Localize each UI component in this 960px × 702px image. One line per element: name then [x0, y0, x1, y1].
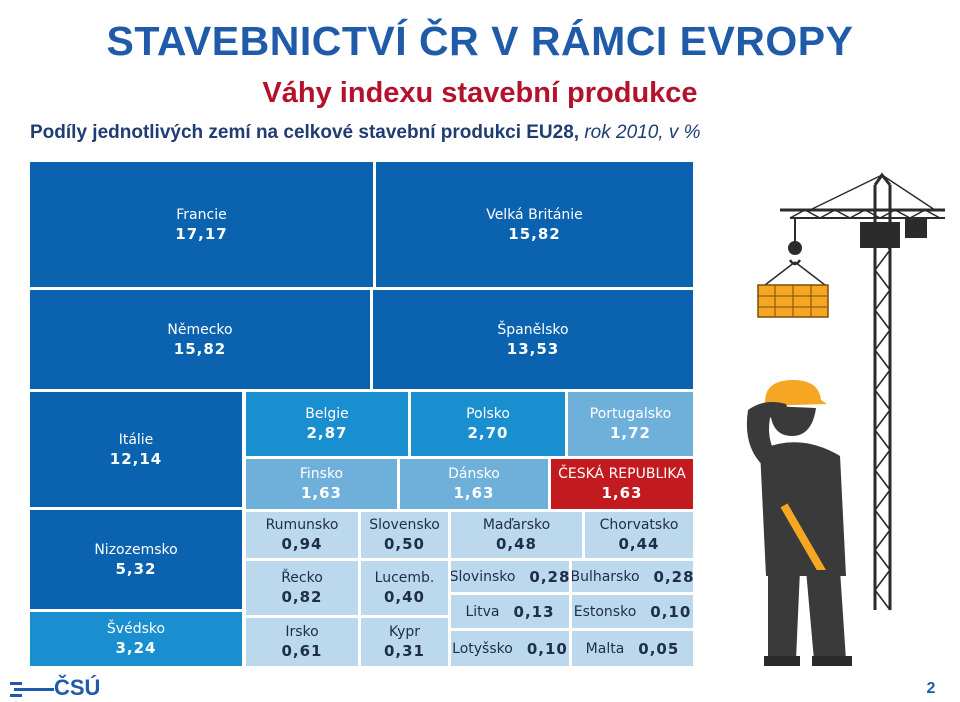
treemap-tile: Bulharsko 0,28 [572, 561, 693, 592]
tile-value: 1,63 [300, 484, 342, 502]
tile-name: Portugalsko [589, 406, 672, 422]
slide-title: STAVEBNICTVÍ ČR V RÁMCI EVROPY [106, 18, 854, 64]
tile-name: Malta [585, 640, 625, 657]
tile-name: Finsko [299, 466, 344, 482]
tile-value: 2,87 [306, 424, 348, 442]
tile-name: Litva [465, 603, 500, 620]
tile-name: Španělsko [497, 321, 569, 338]
tile-name: Slovinsko [451, 568, 516, 585]
tile-name: Kypr [388, 624, 421, 640]
treemap-tile: Kypr 0,31 [361, 618, 448, 666]
tile-name: Bulharsko [572, 568, 640, 585]
tile-name: Lucemb. [374, 570, 435, 586]
treemap-tile: Litva 0,13 [451, 595, 569, 628]
construction-worker-illustration [746, 172, 945, 666]
tile-name: Estonsko [573, 603, 637, 620]
tile-value: 17,17 [175, 224, 228, 243]
tile-value: 15,82 [508, 224, 561, 243]
treemap-tile: ČESKÁ REPUBLIKA 1,63 [551, 459, 693, 509]
tile-name: Řecko [281, 570, 323, 586]
tile-value: 3,24 [115, 639, 157, 657]
tile-name: Chorvatsko [599, 517, 679, 533]
treemap-tile: Dánsko 1,63 [400, 459, 548, 509]
tile-value: 15,82 [173, 339, 227, 358]
treemap-tile: Švédsko 3,24 [30, 612, 242, 666]
tile-value: 0,05 [638, 639, 680, 658]
tile-value: 0,44 [618, 535, 660, 553]
tile-value: 12,14 [109, 449, 163, 468]
tile-value: 2,70 [467, 424, 509, 442]
tile-name: Velká Británie [486, 206, 583, 223]
treemap-tile: Finsko 1,63 [246, 459, 397, 509]
tile-value: 0,10 [526, 639, 568, 658]
tile-name: Francie [176, 206, 227, 223]
tile-name: Maďarsko [482, 517, 551, 533]
tile-value: 0,10 [650, 602, 692, 621]
tile-value: 0,28 [653, 567, 693, 586]
caption-lead: Podíly jednotlivých zemí na celkové stav… [30, 122, 580, 143]
treemap-tile: Německo 15,82 [30, 290, 370, 389]
treemap-tile: Itálie 12,14 [30, 392, 242, 507]
tile-name: Irsko [285, 624, 319, 640]
csu-logo-text: ČSÚ [54, 675, 101, 700]
tile-name: Polsko [466, 406, 510, 422]
tile-name: Rumunsko [265, 517, 339, 533]
treemap-tile: Chorvatsko 0,44 [585, 512, 693, 558]
tile-name: Nizozemsko [94, 541, 178, 558]
treemap-tile: Polsko 2,70 [411, 392, 565, 456]
tile-value: 0,94 [281, 535, 323, 553]
tile-name: Belgie [305, 406, 349, 422]
tile-value: 13,53 [506, 339, 560, 358]
page-number: 2 [926, 680, 936, 697]
treemap-tile: Nizozemsko 5,32 [30, 510, 242, 609]
treemap-tile: Slovensko 0,50 [361, 512, 448, 558]
treemap-tile: Lotyšsko 0,10 [451, 631, 569, 666]
treemap-tile: Estonsko 0,10 [572, 595, 693, 628]
treemap-tile: Malta 0,05 [572, 631, 693, 666]
tile-value: 1,72 [609, 424, 651, 442]
tile-name: Dánsko [448, 466, 500, 482]
treemap-tile: Lucemb. 0,40 [361, 561, 448, 615]
tile-value: 0,48 [495, 535, 537, 553]
tile-name: Lotyšsko [452, 640, 513, 657]
tile-value: 5,32 [115, 559, 157, 578]
tile-value: 1,63 [453, 484, 495, 502]
treemap-tile: Francie 17,17 [30, 162, 373, 287]
tile-value: 0,61 [281, 642, 323, 660]
crane-icon [757, 172, 945, 611]
treemap-tile: Slovinsko 0,28 [451, 561, 569, 592]
tile-value: 1,63 [601, 484, 643, 502]
treemap-tile: Řecko 0,82 [246, 561, 358, 615]
treemap-tile: Irsko 0,61 [246, 618, 358, 666]
treemap-tile: Velká Británie 15,82 [376, 162, 693, 287]
tile-value: 0,50 [383, 535, 425, 553]
treemap-tile: Portugalsko 1,72 [568, 392, 693, 456]
treemap-tile: Belgie 2,87 [246, 392, 408, 456]
tile-name: Itálie [118, 431, 154, 448]
tile-value: 0,82 [281, 588, 323, 606]
treemap-tile: Rumunsko 0,94 [246, 512, 358, 558]
tile-name: Slovensko [369, 517, 440, 533]
tile-name: ČESKÁ REPUBLIKA [558, 466, 686, 482]
caption-tail: rok 2010, v % [579, 122, 701, 143]
treemap-tile: Španělsko 13,53 [373, 290, 693, 389]
tile-value: 0,40 [383, 588, 425, 606]
slide-subtitle: Váhy indexu stavební produkce [262, 77, 698, 109]
chart-caption: Podíly jednotlivých zemí na celkové stav… [30, 121, 701, 145]
tile-name: Švédsko [106, 621, 166, 637]
worker-icon [746, 380, 852, 666]
tile-name: Německo [167, 321, 233, 338]
tile-value: 0,28 [529, 567, 569, 586]
tile-value: 0,13 [513, 602, 555, 621]
tile-value: 0,31 [383, 642, 425, 660]
csu-logo-icon [10, 682, 54, 697]
treemap-tile: Maďarsko 0,48 [451, 512, 582, 558]
